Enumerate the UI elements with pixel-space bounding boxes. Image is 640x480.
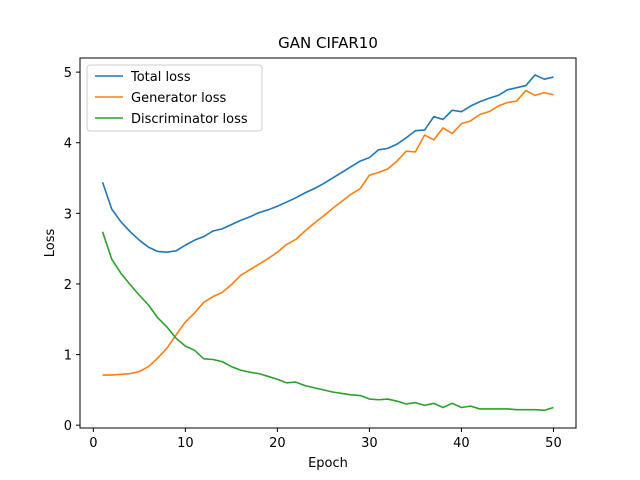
y-tick-label: 5 [64,66,72,81]
y-tick-label: 1 [64,349,72,364]
series-line-generator-loss [102,89,554,376]
axis-ticks: 0 10 20 30 40 50 0 1 2 3 4 5 [64,66,562,451]
chart-title: GAN CIFAR10 [278,34,378,52]
plot-frame [79,57,577,429]
x-tick-label: 20 [269,436,286,451]
legend: Total loss Generator loss Discriminator lo… [86,64,263,132]
x-axis-label: Epoch [308,456,348,471]
series-line-total-loss [101,74,554,253]
y-axis-label: Loss [43,229,58,258]
legend-label: Discriminator loss [131,112,248,127]
x-tick-label: 0 [89,436,97,451]
y-tick-label: 4 [64,137,72,152]
legend-label: Generator loss [131,91,226,106]
y-tick-label: 3 [64,207,72,222]
legend-box [86,64,263,132]
y-tick-label: 2 [64,278,72,293]
x-tick-label: 10 [177,436,194,451]
series-lines [101,74,554,412]
x-tick-label: 40 [453,436,470,451]
y-tick-label: 0 [64,419,72,434]
x-tick-label: 50 [545,436,562,451]
x-tick-label: 30 [361,436,378,451]
series-line-discriminator-loss [101,231,554,412]
legend-label: Total loss [130,70,191,85]
